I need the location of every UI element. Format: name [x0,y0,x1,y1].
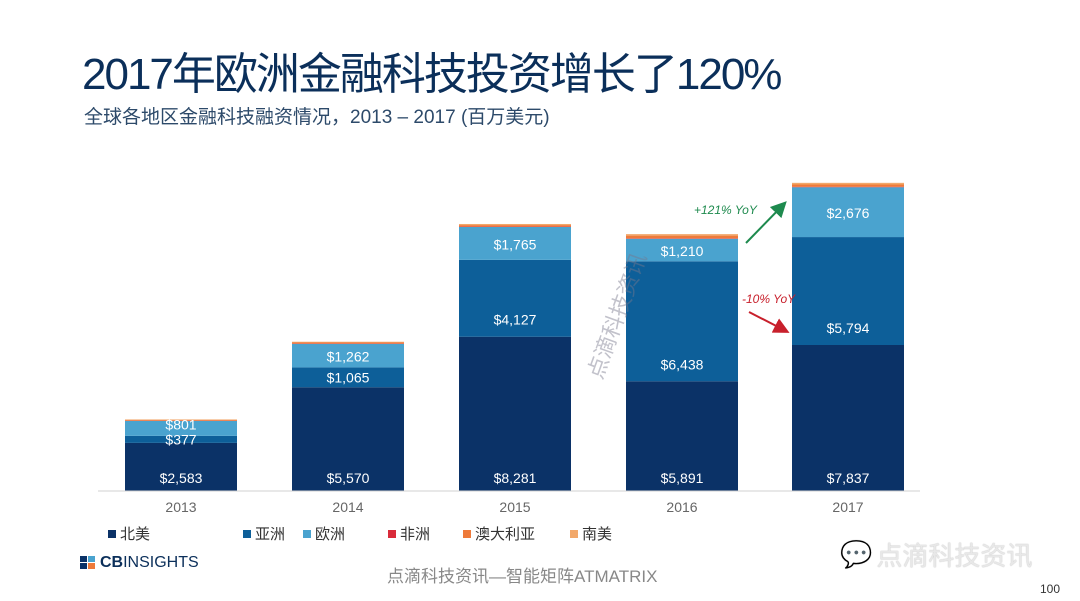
wechat-watermark: 💬 点滴科技资讯 [840,536,1032,573]
annotation-up-text: +121% YoY [694,203,758,217]
page-subtitle: 全球各地区金融科技融资情况，2013 – 2017 (百万美元) [84,107,550,128]
bar-segment-2014-5 [292,341,404,343]
legend-swatch [463,529,471,538]
bar-segment-2016-1 [626,261,738,382]
data-label-2015-2: $1,765 [494,236,537,252]
page-title: 2017年欧洲金融科技投资增长了120% [82,50,782,99]
legend-label: 亚洲 [255,526,286,543]
bar-segment-2016-2 [626,238,738,262]
bar-segment-2017-2 [792,187,904,238]
bar-segment-2017-5 [792,182,904,185]
x-tick-labels: 2013 2014 2015 2016 2017 [165,499,863,515]
bar-segment-2014-4 [292,342,404,344]
legend-item-1: 亚洲 [243,523,285,544]
arrow-down-icon [748,311,790,333]
footer-credit: 点滴科技资讯—智能矩阵ATMATRIX [387,567,658,586]
x-tick-2013: 2013 [165,499,196,515]
data-label-2014-2: $1,262 [327,349,370,365]
bar-segment-2013-1 [125,435,237,443]
bar-segment-2015-4 [459,225,571,227]
legend-item-3: 非洲 [388,523,430,544]
bar-segment-2017-1 [792,237,904,345]
bar-segment-2014-0 [292,387,404,491]
x-tick-2016: 2016 [666,499,697,515]
data-labels: $2,583 $377$801 $5,570 $1,065 $1,262 $8,281 $4… [160,205,870,486]
data-label-2017-2: $2,676 [827,205,870,221]
annotation-down-text: -10% YoY [742,292,796,306]
bar-segment-2013-2 [125,420,237,436]
bar-segment-2015-2 [459,226,571,260]
bar-segment-2016-0 [626,381,738,491]
data-label-2016-1: $6,438 [661,356,704,372]
legend-swatch [388,529,396,538]
bar-segment-2014-1 [292,367,404,388]
logo-insights-text: INSIGHTS [123,554,199,571]
data-label-2017-0: $7,837 [827,470,870,486]
bar-segment-2015-0 [459,336,571,491]
legend-swatch [570,529,578,538]
x-tick-2017: 2017 [832,499,863,515]
cb-logo-icon [80,556,96,570]
legend-item-0: 北美 [108,523,150,544]
bar-segment-2017-4 [792,184,904,187]
bar-segment-2013-4 [125,420,237,421]
legend-label: 非洲 [400,526,431,543]
logo-cb-text: CB [100,554,124,571]
bar-segment-2016-5 [626,234,738,236]
legend-item-2: 欧洲 [303,523,345,544]
data-label-2014-1: $1,065 [327,369,370,385]
arrow-up-icon [745,201,787,244]
legend-item-5: 南美 [570,523,612,544]
legend-label: 北美 [120,526,151,543]
data-label-2015-0: $8,281 [494,470,537,486]
bar-segment-2014-2 [292,343,404,368]
legend-swatch [243,529,251,538]
legend-swatch [108,529,116,538]
bar-segment-2013-5 [125,419,237,421]
x-tick-2014: 2014 [332,499,363,515]
data-label-2013-0: $2,583 [160,470,203,486]
bars-group [125,182,904,491]
data-label-2017-1: $5,794 [827,320,870,336]
legend-label: 南美 [582,526,613,543]
legend-item-4: 澳大利亚 [463,523,535,544]
page-number: 100 [1040,582,1061,596]
data-label-2015-1: $4,127 [494,312,537,328]
bar-segment-2016-4 [626,235,738,239]
annotations: +121% YoY -10% YoY [694,201,796,333]
bar-segment-2015-5 [459,223,571,226]
legend-label: 澳大利亚 [475,526,536,543]
x-tick-2015: 2015 [499,499,530,515]
wechat-icon: 💬 [840,539,873,569]
legend-swatch [303,529,311,538]
bar-segment-2015-1 [459,259,571,337]
cb-insights-logo: CB INSIGHTS [80,554,199,572]
data-label-2013-2: $801 [165,416,196,432]
data-label-2013-1: $377 [165,431,196,447]
bar-segment-2013-0 [125,442,237,491]
data-label-2016-2: $1,210 [661,243,704,259]
legend-label: 欧洲 [315,526,346,543]
data-label-2016-0: $5,891 [661,470,704,486]
watermark-text: 点滴科技资讯 [876,541,1033,571]
data-label-2014-0: $5,570 [327,470,370,486]
bar-segment-2017-0 [792,345,904,491]
